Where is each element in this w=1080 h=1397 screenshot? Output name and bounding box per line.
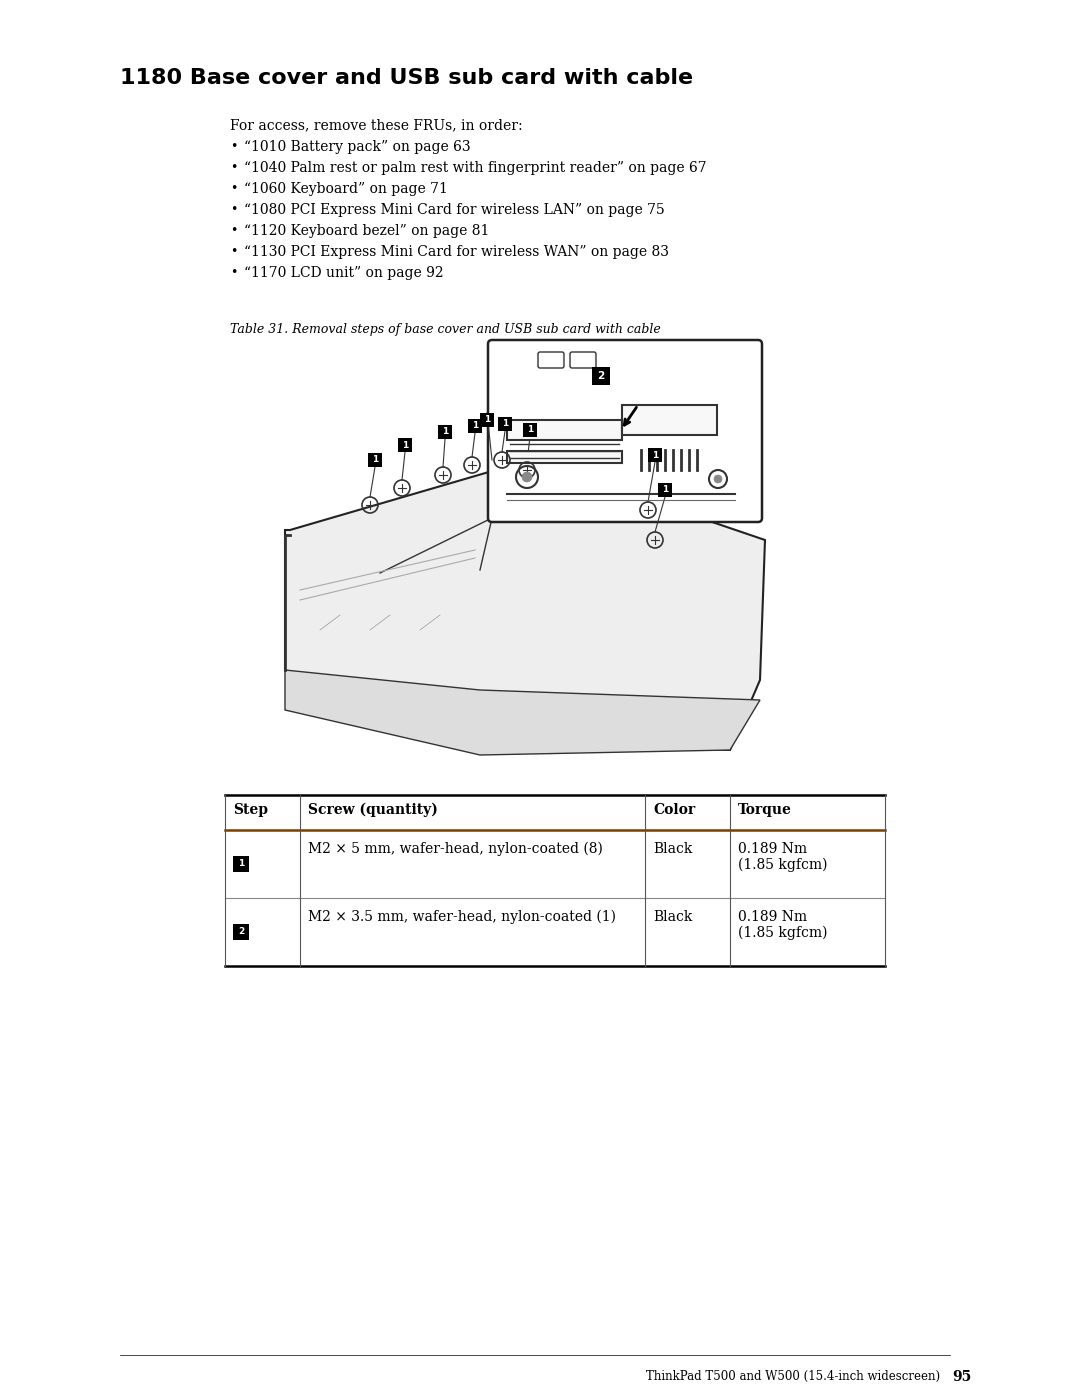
Text: Torque: Torque bbox=[738, 803, 792, 817]
Bar bbox=[438, 425, 453, 439]
Text: •: • bbox=[230, 265, 238, 279]
Text: “1080 PCI Express Mini Card for wireless LAN” on page 75: “1080 PCI Express Mini Card for wireless… bbox=[244, 203, 665, 217]
Text: 1: 1 bbox=[238, 859, 244, 869]
Bar bbox=[368, 453, 382, 467]
Text: Step: Step bbox=[233, 803, 268, 817]
Text: Screw (quantity): Screw (quantity) bbox=[308, 803, 437, 817]
Bar bbox=[233, 923, 249, 940]
Text: •: • bbox=[230, 182, 238, 196]
Bar bbox=[399, 439, 411, 453]
Text: 1: 1 bbox=[662, 486, 669, 495]
Bar bbox=[622, 405, 717, 434]
Text: 1: 1 bbox=[472, 422, 478, 430]
Text: “1060 Keyboard” on page 71: “1060 Keyboard” on page 71 bbox=[244, 182, 448, 196]
Text: “1130 PCI Express Mini Card for wireless WAN” on page 83: “1130 PCI Express Mini Card for wireless… bbox=[244, 244, 669, 258]
Text: 1: 1 bbox=[372, 455, 378, 464]
FancyBboxPatch shape bbox=[488, 339, 762, 522]
Text: (1.85 kgfcm): (1.85 kgfcm) bbox=[738, 858, 827, 872]
Text: Color: Color bbox=[653, 803, 696, 817]
Text: 1180 Base cover and USB sub card with cable: 1180 Base cover and USB sub card with ca… bbox=[120, 68, 693, 88]
Bar bbox=[507, 420, 622, 440]
Bar bbox=[233, 856, 249, 872]
Bar bbox=[648, 448, 662, 462]
Text: M2 × 5 mm, wafer-head, nylon-coated (8): M2 × 5 mm, wafer-head, nylon-coated (8) bbox=[308, 842, 603, 856]
Text: 1: 1 bbox=[484, 415, 490, 425]
Text: Table 31. Removal steps of base cover and USB sub card with cable: Table 31. Removal steps of base cover an… bbox=[230, 323, 661, 337]
Bar bbox=[507, 451, 622, 462]
Circle shape bbox=[522, 472, 532, 482]
Text: 1: 1 bbox=[652, 450, 658, 460]
Text: “1040 Palm rest or palm rest with fingerprint reader” on page 67: “1040 Palm rest or palm rest with finger… bbox=[244, 161, 706, 175]
Text: For access, remove these FRUs, in order:: For access, remove these FRUs, in order: bbox=[230, 117, 523, 131]
Text: “1120 Keyboard bezel” on page 81: “1120 Keyboard bezel” on page 81 bbox=[244, 224, 489, 237]
Text: 0.189 Nm: 0.189 Nm bbox=[738, 909, 807, 923]
FancyBboxPatch shape bbox=[538, 352, 564, 367]
Bar bbox=[523, 423, 537, 437]
Text: •: • bbox=[230, 224, 238, 237]
Text: 1: 1 bbox=[527, 426, 534, 434]
Bar bbox=[468, 419, 482, 433]
Bar bbox=[498, 416, 512, 432]
Text: 1: 1 bbox=[402, 440, 408, 450]
Text: 2: 2 bbox=[238, 928, 244, 936]
Text: (1.85 kgfcm): (1.85 kgfcm) bbox=[738, 926, 827, 940]
Polygon shape bbox=[285, 460, 765, 750]
Text: 95: 95 bbox=[951, 1370, 971, 1384]
Text: •: • bbox=[230, 244, 238, 258]
Text: 1: 1 bbox=[502, 419, 508, 429]
Bar bbox=[592, 367, 610, 386]
Text: M2 × 3.5 mm, wafer-head, nylon-coated (1): M2 × 3.5 mm, wafer-head, nylon-coated (1… bbox=[308, 909, 616, 925]
Text: Black: Black bbox=[653, 909, 692, 923]
Text: •: • bbox=[230, 203, 238, 217]
Text: •: • bbox=[230, 140, 238, 154]
Text: 0.189 Nm: 0.189 Nm bbox=[738, 842, 807, 856]
Text: 1: 1 bbox=[442, 427, 448, 436]
FancyBboxPatch shape bbox=[570, 352, 596, 367]
Text: Black: Black bbox=[653, 842, 692, 856]
Circle shape bbox=[714, 475, 723, 483]
Bar bbox=[480, 414, 494, 427]
Text: •: • bbox=[230, 161, 238, 175]
Bar bbox=[658, 483, 672, 497]
Text: 2: 2 bbox=[597, 372, 605, 381]
Polygon shape bbox=[285, 671, 760, 754]
Text: ThinkPad T500 and W500 (15.4-inch widescreen): ThinkPad T500 and W500 (15.4-inch widesc… bbox=[646, 1370, 940, 1383]
Text: “1170 LCD unit” on page 92: “1170 LCD unit” on page 92 bbox=[244, 265, 444, 279]
Text: “1010 Battery pack” on page 63: “1010 Battery pack” on page 63 bbox=[244, 140, 471, 154]
